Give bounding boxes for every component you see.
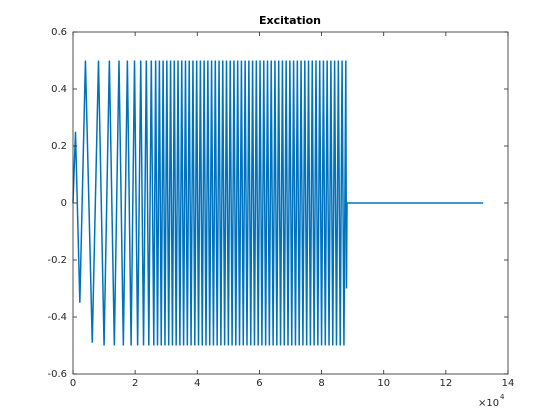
y-tick-label: 0 — [61, 198, 67, 209]
y-tick-label: -0.4 — [47, 312, 67, 323]
y-tick-label: -0.2 — [47, 255, 67, 266]
line — [72, 60, 484, 346]
y-tick-label: 0.4 — [51, 84, 67, 95]
y-tick-label: 0.6 — [51, 27, 67, 38]
x-scale-label: ×10 — [478, 398, 499, 409]
y-tick-label: 0.2 — [51, 141, 67, 152]
x-tick-label: 6 — [256, 378, 262, 389]
x-tick-label: 10 — [377, 378, 390, 389]
chart-title: Excitation — [259, 14, 321, 27]
x-scale-exponent: 4 — [500, 393, 505, 401]
x-tick-label: 14 — [502, 378, 515, 389]
x-tick-label: 12 — [439, 378, 452, 389]
x-tick-label: 4 — [194, 378, 200, 389]
y-tick-label: -0.6 — [47, 369, 67, 380]
x-tick-label: 2 — [132, 378, 138, 389]
x-tick-label: 0 — [70, 378, 76, 389]
x-tick-label: 8 — [318, 378, 324, 389]
